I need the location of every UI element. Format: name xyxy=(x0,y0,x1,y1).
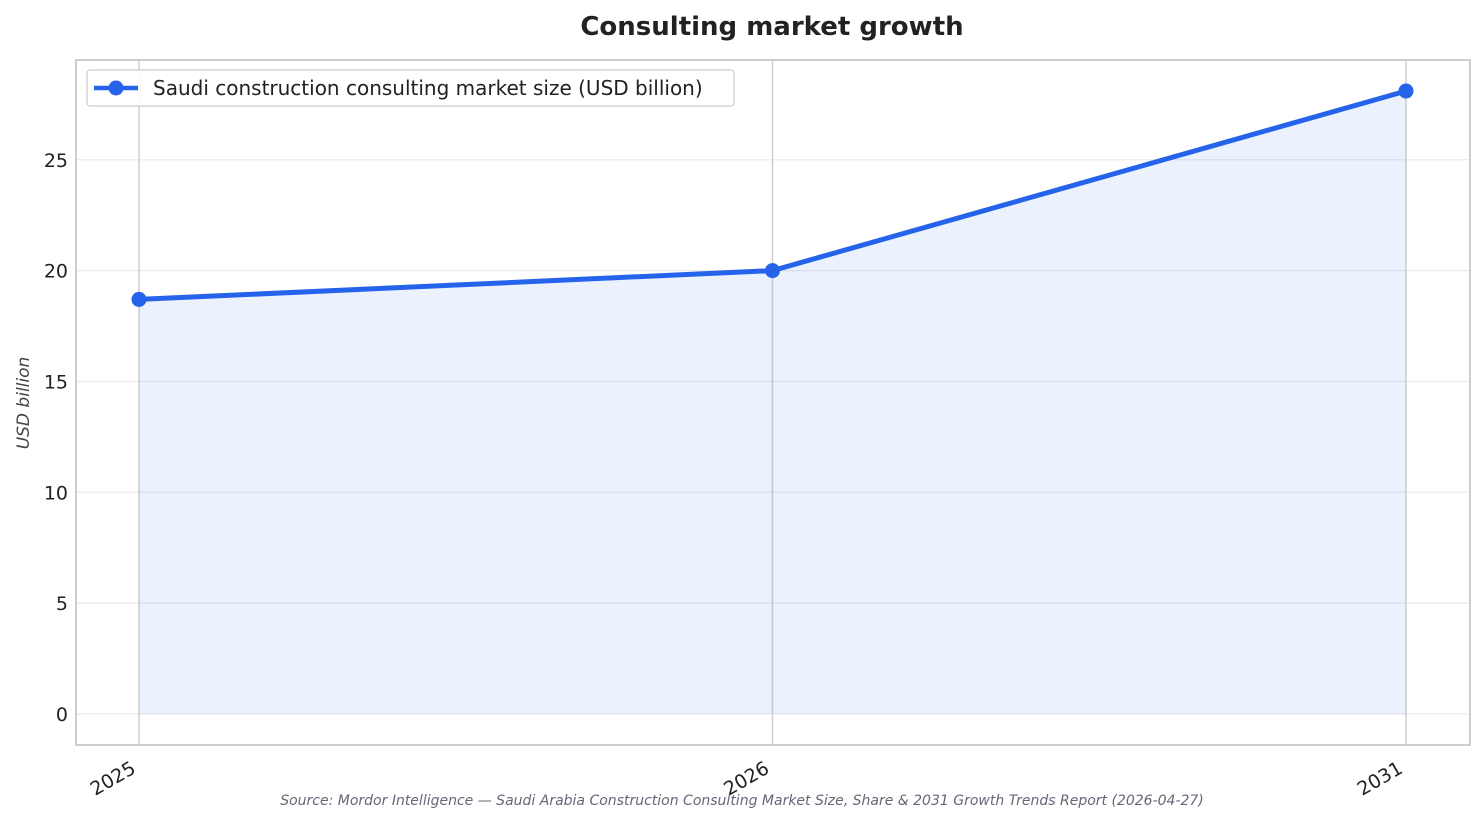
y-tick-label: 15 xyxy=(44,371,68,393)
legend-label: Saudi construction consulting market siz… xyxy=(153,76,703,100)
y-tick-label: 20 xyxy=(44,261,68,283)
x-tick-label: 2025 xyxy=(87,757,140,800)
legend-marker xyxy=(108,80,124,96)
data-point-layer xyxy=(131,83,1414,307)
data-point xyxy=(131,291,147,307)
x-tick-label: 2031 xyxy=(1354,757,1407,800)
chart-title: Consulting market growth xyxy=(580,12,963,42)
source-note: Source: Mordor Intelligence — Saudi Arab… xyxy=(280,793,1204,809)
legend-box xyxy=(86,69,735,107)
series-area xyxy=(139,91,1406,714)
data-point xyxy=(1398,83,1414,99)
data-point xyxy=(765,263,780,279)
y-tick-labels: 0 5 10 15 20 25 xyxy=(44,150,68,726)
y-tick-label: 0 xyxy=(56,704,68,726)
y-tick-label: 10 xyxy=(44,482,68,504)
y-tick-label: 5 xyxy=(56,593,68,615)
legend: Saudi construction consulting market siz… xyxy=(86,69,735,107)
y-axis-label: USD billion xyxy=(14,357,34,450)
area-fill-layer xyxy=(139,91,1406,714)
y-tick-label: 25 xyxy=(44,150,68,172)
plot-frame xyxy=(75,59,1471,746)
